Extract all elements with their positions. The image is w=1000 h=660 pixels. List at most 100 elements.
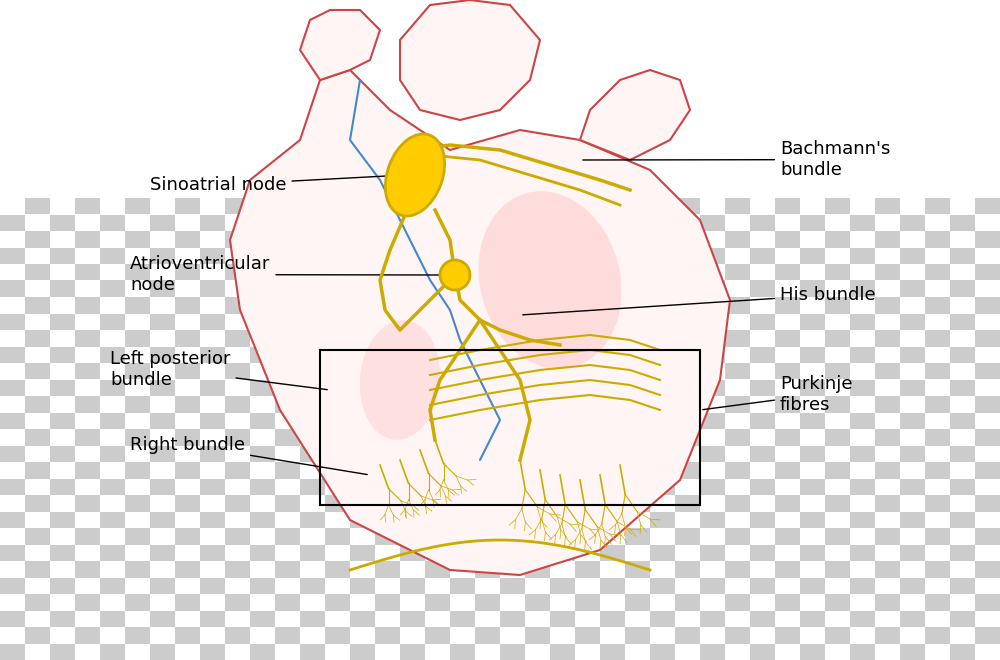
Bar — [600, 429, 625, 446]
Bar — [425, 330, 450, 346]
Bar — [275, 578, 300, 594]
Bar — [275, 297, 300, 314]
Bar — [950, 363, 975, 380]
Bar — [75, 280, 100, 297]
Bar — [425, 495, 450, 512]
Bar — [575, 379, 600, 396]
Bar — [225, 314, 250, 330]
Bar — [350, 346, 375, 363]
Bar — [250, 330, 275, 346]
Bar — [225, 297, 250, 314]
Bar — [25, 544, 50, 561]
Bar — [25, 478, 50, 495]
Bar — [800, 495, 825, 512]
Bar — [850, 396, 875, 412]
Bar — [175, 346, 200, 363]
Bar — [950, 214, 975, 231]
Bar — [50, 561, 75, 578]
Bar — [850, 446, 875, 462]
Bar — [525, 644, 550, 660]
Bar — [725, 248, 750, 264]
Bar — [850, 198, 875, 214]
Bar — [325, 528, 350, 544]
Bar — [975, 363, 1000, 380]
Bar — [425, 314, 450, 330]
Bar — [275, 594, 300, 610]
Bar — [325, 330, 350, 346]
Bar — [475, 446, 500, 462]
Bar — [325, 544, 350, 561]
Bar — [625, 528, 650, 544]
Bar — [125, 214, 150, 231]
Bar — [550, 330, 575, 346]
Bar — [750, 429, 775, 446]
Bar — [825, 314, 850, 330]
Bar — [75, 198, 100, 214]
Bar — [925, 561, 950, 578]
Bar — [200, 429, 225, 446]
Bar — [950, 314, 975, 330]
Bar — [125, 297, 150, 314]
Bar — [475, 495, 500, 512]
Bar — [50, 314, 75, 330]
Bar — [500, 264, 525, 280]
Bar — [275, 528, 300, 544]
Bar — [775, 462, 800, 478]
Bar — [500, 379, 525, 396]
Bar — [825, 379, 850, 396]
Bar — [250, 544, 275, 561]
Bar — [175, 495, 200, 512]
Bar — [575, 396, 600, 412]
Bar — [525, 346, 550, 363]
Bar — [300, 495, 325, 512]
Bar — [850, 544, 875, 561]
Bar — [425, 264, 450, 280]
Bar — [625, 379, 650, 396]
Bar — [825, 544, 850, 561]
Bar — [150, 495, 175, 512]
Bar — [200, 396, 225, 412]
Bar — [925, 446, 950, 462]
Bar — [800, 379, 825, 396]
Bar — [800, 314, 825, 330]
Bar — [625, 429, 650, 446]
PathPatch shape — [230, 70, 730, 575]
Bar — [150, 214, 175, 231]
Bar — [975, 644, 1000, 660]
Bar — [750, 478, 775, 495]
Bar — [125, 478, 150, 495]
Bar — [50, 512, 75, 528]
Bar — [225, 264, 250, 280]
Bar — [800, 594, 825, 610]
Bar — [850, 412, 875, 429]
Bar — [750, 346, 775, 363]
Bar — [450, 512, 475, 528]
Bar — [250, 198, 275, 214]
Bar — [925, 314, 950, 330]
Bar — [275, 346, 300, 363]
Bar — [525, 248, 550, 264]
Bar — [850, 478, 875, 495]
Bar — [725, 644, 750, 660]
Bar — [775, 330, 800, 346]
Bar — [225, 231, 250, 248]
Bar — [650, 610, 675, 627]
Bar — [250, 512, 275, 528]
Bar — [125, 280, 150, 297]
Bar — [300, 280, 325, 297]
Bar — [925, 396, 950, 412]
Bar — [650, 578, 675, 594]
Bar — [850, 512, 875, 528]
Bar — [225, 578, 250, 594]
Bar — [275, 561, 300, 578]
Bar — [775, 446, 800, 462]
Bar — [300, 561, 325, 578]
Bar — [625, 231, 650, 248]
Bar — [25, 495, 50, 512]
Bar — [125, 561, 150, 578]
Bar — [100, 495, 125, 512]
Bar — [125, 330, 150, 346]
Bar — [400, 280, 425, 297]
Bar — [400, 231, 425, 248]
Bar — [900, 610, 925, 627]
